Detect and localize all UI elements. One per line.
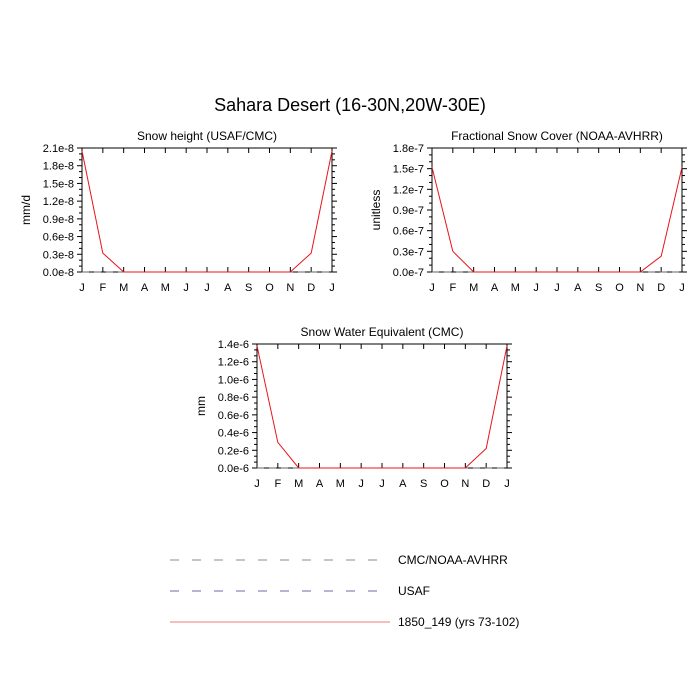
x-tick-label: J: [533, 282, 539, 294]
x-tick-label: A: [399, 478, 407, 490]
x-tick-label: D: [482, 478, 490, 490]
x-tick-label: M: [119, 282, 128, 294]
x-tick-label: J: [183, 282, 189, 294]
series-line-1850-149-yrs-73-102: [431, 167, 683, 273]
x-tick-label: J: [679, 282, 685, 294]
x-tick-label: D: [657, 282, 665, 294]
y-tick-label: 1.4e-6: [218, 339, 249, 351]
x-tick-label: S: [245, 282, 252, 294]
series-line-1850-149-yrs-73-102: [256, 345, 508, 469]
x-tick-label: N: [286, 282, 294, 294]
y-tick-label: 0.2e-6: [218, 445, 249, 457]
x-tick-label: J: [554, 282, 560, 294]
x-tick-label: N: [636, 282, 644, 294]
y-tick-label: 0.9e-7: [393, 205, 424, 217]
y-tick-label: 0.8e-6: [218, 392, 249, 404]
plot-frame: [81, 147, 333, 273]
x-tick-label: F: [274, 478, 281, 490]
y-tick-label: 0.0e-6: [218, 463, 249, 475]
x-tick-label: J: [358, 478, 364, 490]
y-tick-label: 1.8e-7: [393, 143, 424, 155]
y-tick-label: 0.0e-7: [393, 267, 424, 279]
x-tick-label: J: [429, 282, 435, 294]
x-tick-label: M: [336, 478, 345, 490]
plot-frame: [256, 343, 508, 469]
x-tick-label: O: [440, 478, 449, 490]
x-tick-label: F: [449, 282, 456, 294]
x-tick-label: O: [265, 282, 274, 294]
x-tick-label: J: [254, 478, 260, 490]
x-tick-label: F: [99, 282, 106, 294]
x-tick-label: M: [511, 282, 520, 294]
x-tick-label: A: [224, 282, 232, 294]
x-tick-label: J: [504, 478, 510, 490]
x-tick-label: M: [161, 282, 170, 294]
legend-label-3: 1850_149 (yrs 73-102): [398, 615, 519, 629]
y-tick-label: 1.0e-6: [218, 374, 249, 386]
chart-panel-2: Fractional Snow Cover (NOAA-AVHRR) unitle…: [369, 129, 687, 294]
y-tick-label: 0.0e-8: [43, 267, 74, 279]
y-tick-label: 1.2e-8: [43, 196, 74, 208]
x-tick-label: J: [379, 478, 385, 490]
y-tick-label: 0.9e-8: [43, 214, 74, 226]
y-tick-label: 0.3e-7: [393, 246, 424, 258]
y-tick-label: 1.2e-6: [218, 357, 249, 369]
y-axis-label: mm: [194, 396, 208, 416]
y-tick-label: 0.6e-7: [393, 226, 424, 238]
x-tick-label: M: [469, 282, 478, 294]
figure-title: Sahara Desert (16-30N,20W-30E): [214, 95, 486, 115]
legend-label-1: CMC/NOAA-AVHRR: [398, 553, 508, 567]
x-tick-label: O: [615, 282, 624, 294]
x-tick-label: S: [420, 478, 427, 490]
chart-title: Snow height (USAF/CMC): [137, 129, 277, 143]
x-tick-label: A: [574, 282, 582, 294]
y-tick-label: 0.3e-8: [43, 249, 74, 261]
chart-title: Snow Water Equivalent (CMC): [301, 325, 464, 339]
y-tick-label: 0.6e-6: [218, 410, 249, 422]
x-tick-label: S: [595, 282, 602, 294]
chart-panel-3: Snow Water Equivalent (CMC)mmJ F M A M J J A S O N…: [194, 325, 512, 490]
y-tick-label: 1.5e-7: [393, 164, 424, 176]
y-tick-label: 1.2e-7: [393, 184, 424, 196]
x-tick-label: D: [307, 282, 315, 294]
x-tick-label: J: [79, 282, 85, 294]
y-axis-label: mm/d: [19, 195, 33, 225]
y-tick-label: 1.5e-8: [43, 178, 74, 190]
x-tick-label: A: [141, 282, 149, 294]
y-tick-label: 0.4e-6: [218, 428, 249, 440]
legend-label-2: USAF: [398, 584, 430, 598]
y-tick-label: 0.6e-8: [43, 232, 74, 244]
chart-panel-1: Snow height (USAF/CMC)mm/dJ F M A M J J A S O N D J0…: [19, 129, 337, 294]
x-tick-label: J: [204, 282, 210, 294]
legend: CMC/NOAA-AVHRR USAF 1850_149 (yrs 73-102): [170, 553, 519, 629]
x-tick-label: A: [316, 478, 324, 490]
x-tick-label: A: [491, 282, 499, 294]
x-tick-label: J: [329, 282, 335, 294]
x-tick-label: M: [294, 478, 303, 490]
y-axis-label: unitless: [369, 190, 383, 231]
chart-title: Fractional Snow Cover (NOAA-AVHRR): [451, 129, 663, 143]
x-tick-label: N: [461, 478, 469, 490]
plot-frame: [431, 147, 683, 273]
y-tick-label: 1.8e-8: [43, 161, 74, 173]
series-line-1850-149-yrs-73-102: [81, 150, 333, 273]
y-tick-label: 2.1e-8: [43, 143, 74, 155]
